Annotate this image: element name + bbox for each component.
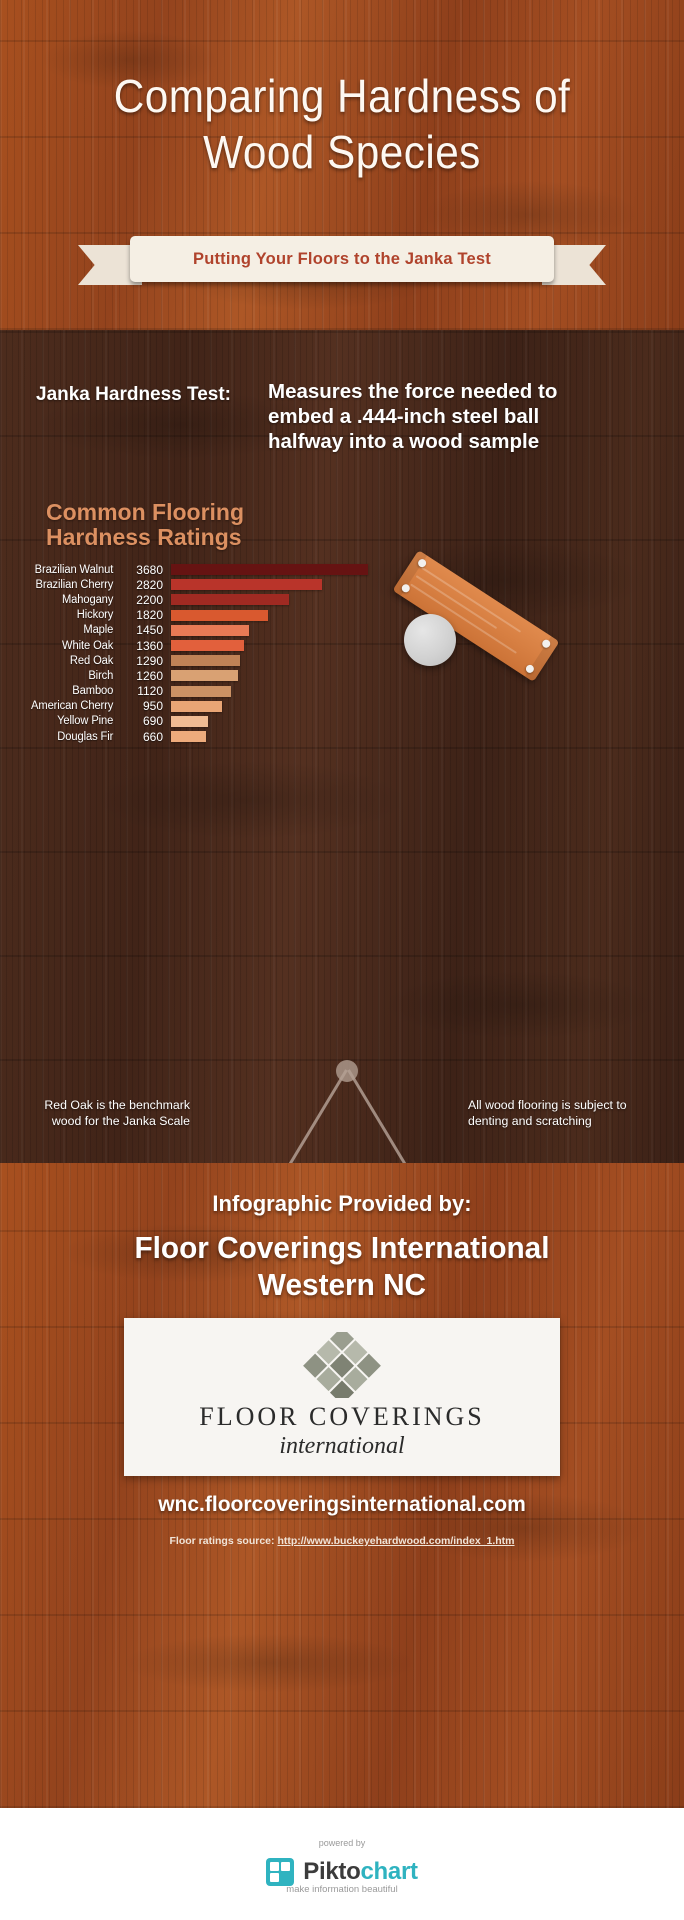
chart-bar	[171, 594, 289, 606]
chart-value-label: 3680	[136, 562, 163, 577]
chart-row: Hickory 1820	[0, 608, 684, 623]
chart-row: Brazilian Cherry 2820	[0, 577, 684, 592]
company-name-line1: Floor Coverings International	[134, 1230, 550, 1265]
chart-value-label: 1450	[136, 623, 163, 638]
chart-category-label: Brazilian Walnut	[34, 563, 114, 576]
chart-row: Maple 1450	[0, 623, 684, 638]
chart-bar	[171, 655, 241, 667]
chart-category-label: Red Oak	[69, 654, 114, 667]
chart-category-label: Douglas Fir	[57, 730, 114, 743]
company-name-line2: Western NC	[257, 1267, 427, 1302]
chart-category-label: White Oak	[62, 639, 114, 652]
chart-title: Common Flooring Hardness Ratings	[46, 500, 366, 550]
page-title-line1: Comparing Hardness of	[113, 70, 571, 122]
chart-row: American Cherry 950	[0, 699, 684, 714]
chart-bars: Brazilian Walnut 3680 Brazilian Cherry 2820…	[0, 562, 684, 744]
chart-value-label: 2200	[136, 592, 163, 607]
chart-value-label: 1290	[136, 653, 163, 668]
steel-ball-illustration	[404, 614, 456, 666]
chart-bar	[171, 579, 322, 591]
chart-value-label: 1820	[136, 608, 163, 623]
piktochart-brand-a: Pikto	[303, 1858, 361, 1885]
chart-value-label: 1360	[136, 638, 163, 653]
main-section	[0, 330, 684, 1165]
chart-title-line1: Common Flooring	[46, 499, 245, 525]
chart-bar	[171, 624, 249, 636]
chart-category-label: Mahogany	[61, 593, 114, 606]
chart-row: Brazilian Walnut 3680	[0, 562, 684, 577]
chart-row: Birch 1260	[0, 668, 684, 683]
chart-value-label: 950	[142, 699, 163, 714]
piktochart-brand-b: chart	[360, 1858, 418, 1885]
chart-row: Douglas Fir 660	[0, 729, 684, 744]
website-url[interactable]: wnc.floorcoveringsinternational.com	[158, 1493, 526, 1516]
provided-by-label: Infographic Provided by:	[212, 1191, 472, 1216]
chart-row: Red Oak 1290	[0, 653, 684, 668]
powered-by-label: powered by	[318, 1838, 366, 1848]
diamond-logo-icon	[303, 1332, 381, 1398]
chart-bar	[171, 685, 231, 697]
source-url[interactable]: http://www.buckeyehardwood.com/index_1.h…	[277, 1535, 515, 1547]
chart-category-label: Yellow Pine	[57, 715, 114, 728]
page-title-line2: Wood Species	[203, 126, 481, 178]
chart-row: Mahogany 2200	[0, 592, 684, 607]
chart-value-label: 690	[142, 714, 163, 729]
logo-secondary-text: international	[279, 1433, 405, 1459]
piktochart-credit-bar: powered by Piktochart make information b…	[0, 1808, 684, 1920]
company-name: Floor Coverings International Western NC	[14, 1229, 671, 1303]
blurb-left-1: Red Oak is the benchmark wood for the Ja…	[44, 1098, 190, 1128]
chart-category-label: Brazilian Cherry	[35, 578, 114, 591]
chart-bar	[171, 609, 269, 621]
ribbon-body: Putting Your Floors to the Janka Test	[130, 236, 554, 282]
piktochart-logo-icon	[266, 1858, 295, 1886]
chart-title-line2: Hardness Ratings	[46, 524, 242, 550]
sign-cord-right	[347, 1069, 411, 1172]
chart-bar	[171, 640, 244, 652]
chart-value-label: 2820	[136, 577, 163, 592]
piktochart-wordmark: Piktochart	[303, 1858, 418, 1886]
chart-category-label: Hickory	[76, 609, 114, 622]
chart-row: White Oak 1360	[0, 638, 684, 653]
source-credit: Floor ratings source: http://www.buckeye…	[0, 1535, 684, 1547]
logo-primary-text: FLOOR COVERINGS	[199, 1402, 485, 1431]
chart-category-label: Bamboo	[72, 685, 114, 698]
company-logo-card: FLOOR COVERINGS international	[124, 1318, 560, 1476]
janka-label: Janka Hardness Test:	[36, 384, 232, 405]
chart-row: Bamboo 1120	[0, 684, 684, 699]
footer-section: Infographic Provided by: Floor Coverings…	[0, 1163, 684, 1808]
chart-category-label: Birch	[88, 669, 114, 682]
chart-bar	[171, 564, 368, 576]
chart-bar	[171, 670, 239, 682]
hero-section: Comparing Hardness of Wood Species Putti…	[0, 0, 684, 330]
sign-peg-icon	[336, 1060, 358, 1082]
source-prefix: Floor ratings source:	[169, 1535, 278, 1547]
chart-category-label: American Cherry	[31, 700, 114, 713]
ribbon-label: Putting Your Floors to the Janka Test	[192, 249, 491, 268]
chart-category-label: Maple	[83, 624, 114, 637]
chart-value-label: 1260	[136, 668, 163, 683]
piktochart-tagline: make information beautiful	[286, 1884, 398, 1895]
chart-row: Yellow Pine 690	[0, 714, 684, 729]
chart-value-label: 660	[142, 729, 163, 744]
subtitle-ribbon: Putting Your Floors to the Janka Test	[0, 236, 684, 288]
blurb-right-1: All wood flooring is subject to denting …	[468, 1098, 627, 1128]
janka-description: Measures the force needed to embed a .44…	[268, 380, 558, 453]
chart-bar	[171, 700, 222, 712]
chart-value-label: 1120	[137, 684, 163, 699]
sign-cord-left	[284, 1069, 348, 1172]
chart-bar	[171, 715, 208, 727]
chart-bar	[171, 731, 207, 743]
